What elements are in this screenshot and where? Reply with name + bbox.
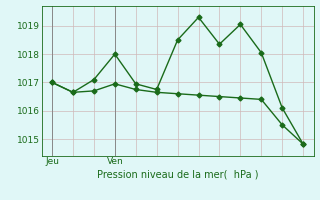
X-axis label: Pression niveau de la mer(  hPa ): Pression niveau de la mer( hPa ) bbox=[97, 169, 258, 179]
